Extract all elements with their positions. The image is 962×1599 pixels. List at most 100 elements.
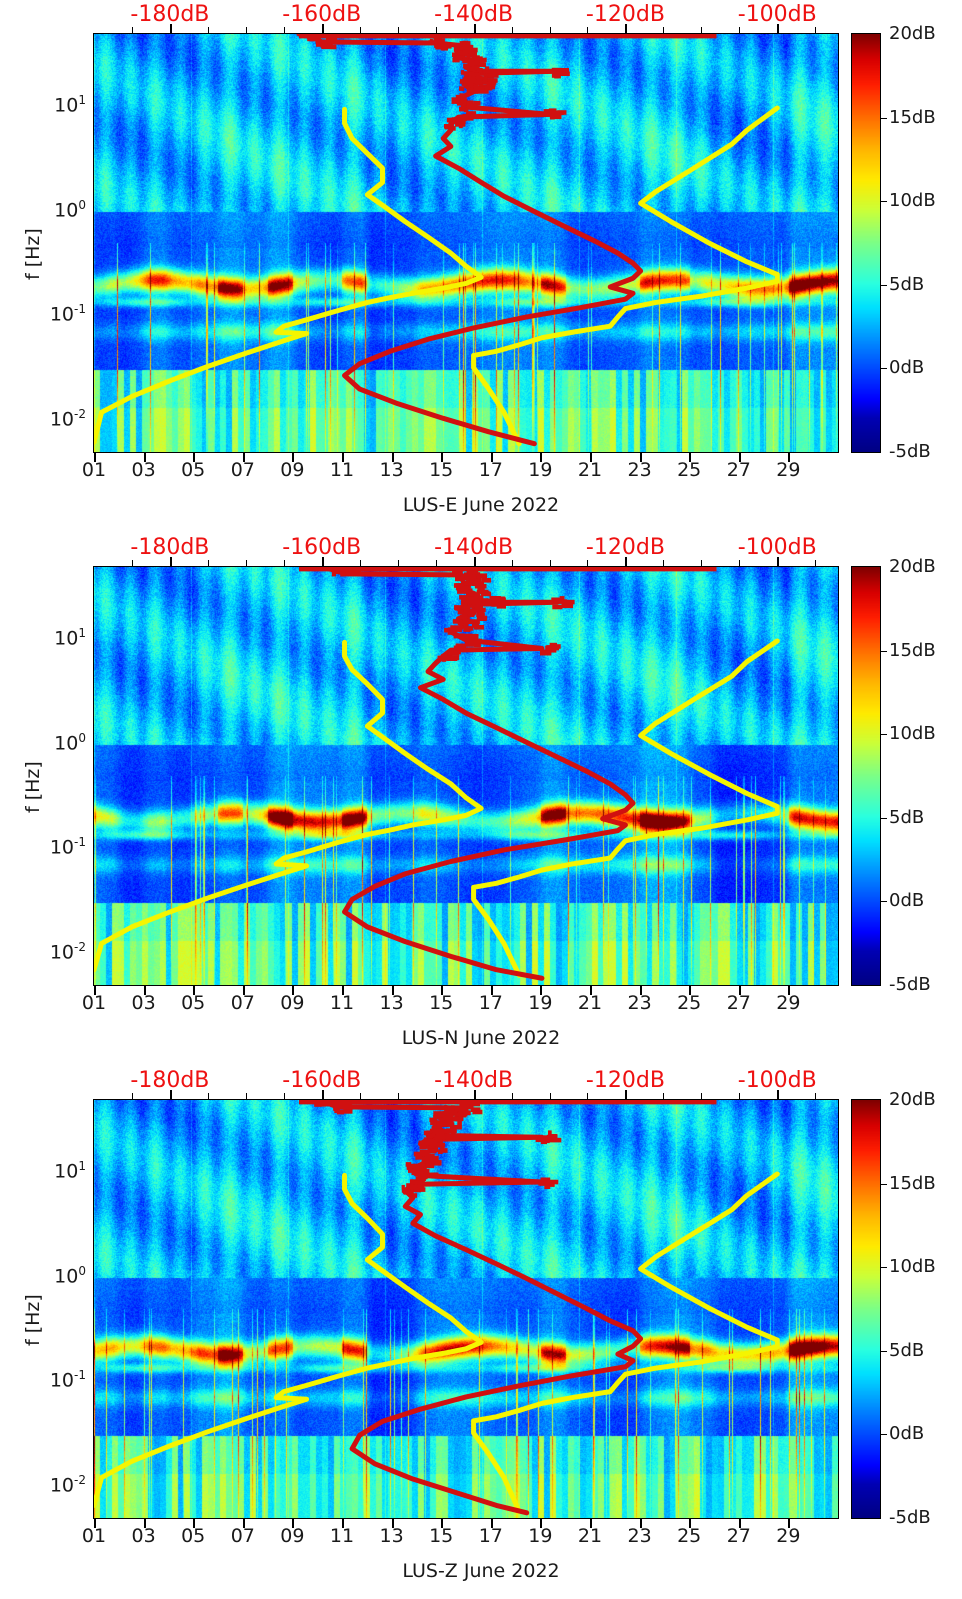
y-axis-tick-label: 101 <box>38 626 86 649</box>
axis-tick-mark <box>540 453 542 462</box>
pdf-mode-jag <box>447 650 454 656</box>
pdf-mode-jag <box>446 1133 452 1139</box>
top-axis-tick-label: -100dB <box>737 535 817 560</box>
x-axis-tick-label: 23 <box>627 992 652 1014</box>
axis-tick-mark <box>640 453 642 462</box>
pdf-mode-jag <box>549 114 562 120</box>
pdf-mode-jag <box>468 619 476 624</box>
pdf-mode-jag <box>447 630 455 635</box>
axis-tick-mark <box>739 986 741 995</box>
pdf-mode-jag <box>451 1105 455 1110</box>
pdf-mode-jag <box>556 68 565 73</box>
pdf-mode-jag <box>468 1102 473 1107</box>
panel-lus-z: -180dB -160dB -140dB -120dB -100dB f [Hz] 10… <box>0 1066 962 1599</box>
colorbar-lus-e <box>851 33 881 453</box>
pdf-mode-jag <box>535 1137 544 1143</box>
pdf-mode-jag <box>483 85 493 91</box>
x-axis-tick-label: 01 <box>81 1525 107 1547</box>
pdf-mode-jag <box>473 600 482 606</box>
pdf-mode-jag <box>340 571 346 577</box>
colorbar-tick-mark <box>881 285 887 286</box>
y-tick-mantissa: 10 <box>54 94 79 117</box>
top-axis-tick-label: -120dB <box>585 2 665 27</box>
pdf-mode-jag <box>457 1111 468 1117</box>
pdf-mode-jag <box>414 1171 424 1176</box>
panel-lus-n: -180dB -160dB -140dB -120dB -100dB f [Hz] 10… <box>0 533 962 1066</box>
spectrogram-plot-lus-n[interactable] <box>93 566 839 986</box>
y-tick-exponent: 1 <box>78 1159 86 1174</box>
pdf-mode-jag <box>466 570 479 575</box>
pdf-mode-jag <box>410 1193 418 1198</box>
axis-tick-mark <box>208 560 209 566</box>
y-tick-exponent: 0 <box>78 1263 86 1278</box>
pdf-mode-jag <box>413 1165 420 1171</box>
y-axis-tick-label: 10-1 <box>38 302 86 325</box>
x-axis-tick-label: 15 <box>429 459 454 481</box>
y-tick-mantissa: 10 <box>54 1264 79 1287</box>
pdf-mode-jag <box>470 62 475 67</box>
pdf-mode-jag <box>554 71 564 76</box>
pdf-mode-jag <box>426 1157 438 1162</box>
pdf-mode-jag <box>540 1139 547 1145</box>
pdf-mode-jag <box>467 65 480 70</box>
pdf-mode-jag <box>462 114 469 119</box>
pdf-mode-jag <box>466 111 477 116</box>
pdf-mode-jag <box>449 119 459 125</box>
pdf-mode-jag <box>469 57 473 63</box>
pdf-mode-jag <box>420 1168 430 1174</box>
y-tick-mantissa: 10 <box>54 1160 79 1183</box>
pdf-mode-jag <box>455 97 461 103</box>
axis-tick-mark <box>144 1519 146 1528</box>
axis-tick-mark <box>170 24 172 33</box>
spectrogram-plot-lus-z[interactable] <box>93 1099 839 1519</box>
colorbar-tick-label: -5dB <box>889 1507 931 1528</box>
x-axis-tick-label: 17 <box>478 992 503 1014</box>
axis-tick-mark <box>739 27 740 33</box>
pdf-mode-jag <box>432 1129 445 1135</box>
axis-tick-mark <box>94 986 96 995</box>
pdf-mode-jag <box>550 114 555 119</box>
axis-tick-mark <box>625 557 627 566</box>
pdf-mode-curve <box>296 34 644 447</box>
pdf-mode-jag <box>444 627 450 633</box>
x-axis-tick-label: 29 <box>776 992 801 1014</box>
pdf-mode-jag <box>463 606 468 611</box>
pdf-mode-jag <box>480 69 488 74</box>
pdf-mode-jag <box>543 1136 547 1141</box>
x-axis-tick-label: 19 <box>528 992 553 1014</box>
pdf-mode-jag <box>403 1190 412 1195</box>
pdf-mode-jag <box>557 73 561 79</box>
x-axis-tick-label: 09 <box>280 992 305 1014</box>
pdf-mode-jag <box>343 1109 353 1114</box>
pdf-mode-jag <box>459 119 466 124</box>
pdf-mode-jag <box>460 70 465 75</box>
pdf-mode-jag <box>485 66 490 71</box>
pdf-mode-jag <box>463 63 474 69</box>
noise-model-curve-low <box>94 1172 484 1508</box>
axis-tick-mark <box>689 986 691 995</box>
top-axis-tick-label: -160dB <box>282 535 362 560</box>
pdf-mode-jag <box>545 1138 550 1144</box>
pdf-mode-jag <box>435 1143 446 1148</box>
colorbar-tick-mark <box>881 201 887 202</box>
pdf-mode-jag <box>465 71 475 77</box>
pdf-mode-jag <box>457 589 469 594</box>
pdf-mode-jag <box>466 636 471 642</box>
axis-tick-mark <box>441 986 443 995</box>
spectrogram-plot-lus-e[interactable] <box>93 33 839 453</box>
pdf-mode-jag <box>467 576 477 581</box>
pdf-mode-jag <box>554 73 559 79</box>
axis-tick-mark <box>243 1519 245 1528</box>
axis-tick-mark <box>625 1090 627 1099</box>
x-axis-tick-label: 13 <box>379 1525 404 1547</box>
pdf-mode-jag <box>549 642 557 648</box>
pdf-mode-jag <box>470 79 477 84</box>
pdf-mode-jag <box>468 581 480 586</box>
axis-tick-mark <box>590 453 592 462</box>
pdf-mode-jag <box>474 70 479 75</box>
pdf-mode-jag <box>459 619 463 625</box>
pdf-mode-jag <box>412 1180 423 1186</box>
pdf-mode-jag <box>465 1110 471 1115</box>
x-axis-tick-label: 07 <box>230 992 255 1014</box>
panel-x-title: LUS-N June 2022 <box>401 1027 561 1049</box>
